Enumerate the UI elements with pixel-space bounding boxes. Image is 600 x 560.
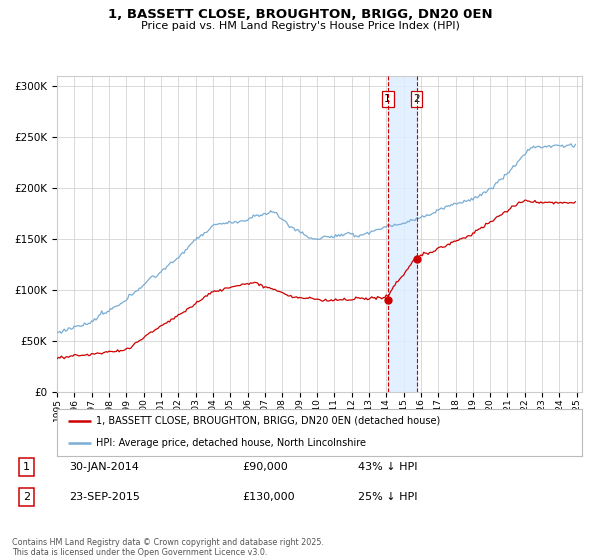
Text: 25% ↓ HPI: 25% ↓ HPI <box>358 492 417 502</box>
Text: 23-SEP-2015: 23-SEP-2015 <box>70 492 140 502</box>
Text: 30-JAN-2014: 30-JAN-2014 <box>70 462 139 472</box>
Text: 1, BASSETT CLOSE, BROUGHTON, BRIGG, DN20 0EN: 1, BASSETT CLOSE, BROUGHTON, BRIGG, DN20… <box>107 8 493 21</box>
Text: 1: 1 <box>384 94 391 104</box>
Text: 2: 2 <box>23 492 30 502</box>
Text: £130,000: £130,000 <box>242 492 295 502</box>
Text: 1, BASSETT CLOSE, BROUGHTON, BRIGG, DN20 0EN (detached house): 1, BASSETT CLOSE, BROUGHTON, BRIGG, DN20… <box>97 416 440 426</box>
Text: HPI: Average price, detached house, North Lincolnshire: HPI: Average price, detached house, Nort… <box>97 438 367 448</box>
Bar <box>388 76 416 392</box>
Text: 1: 1 <box>23 462 30 472</box>
Text: Contains HM Land Registry data © Crown copyright and database right 2025.
This d: Contains HM Land Registry data © Crown c… <box>12 538 324 557</box>
Text: £90,000: £90,000 <box>242 462 288 472</box>
Text: 2: 2 <box>413 94 420 104</box>
Text: 43% ↓ HPI: 43% ↓ HPI <box>358 462 417 472</box>
Text: Price paid vs. HM Land Registry's House Price Index (HPI): Price paid vs. HM Land Registry's House … <box>140 21 460 31</box>
